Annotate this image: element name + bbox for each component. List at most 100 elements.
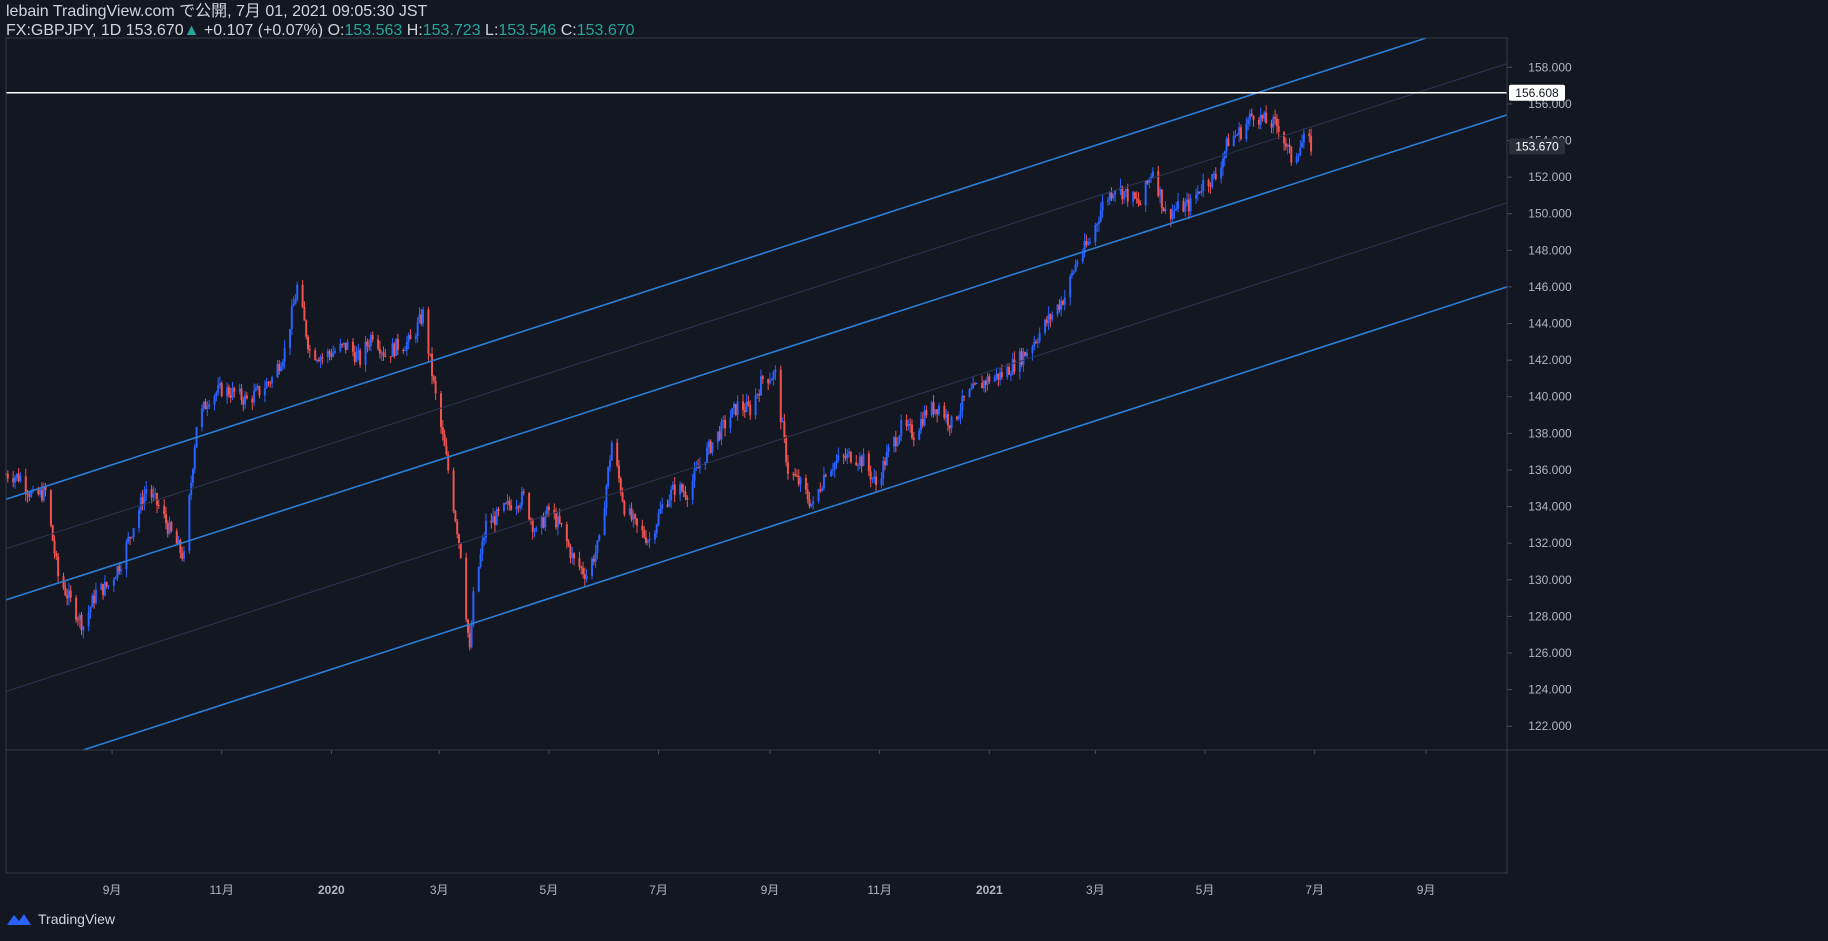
candle-body	[742, 401, 745, 410]
candle-body	[580, 566, 583, 568]
candle	[377, 335, 380, 351]
candle-body	[1225, 138, 1228, 152]
candle-body	[691, 480, 694, 500]
candle	[833, 461, 836, 478]
candle	[305, 319, 308, 340]
candle	[975, 382, 978, 385]
candle-body	[968, 389, 971, 398]
candle	[792, 471, 795, 481]
candle-body	[431, 354, 434, 377]
candle-body	[1074, 264, 1077, 272]
candle-body	[265, 382, 268, 389]
candle-body	[306, 336, 309, 350]
candle-body	[937, 405, 940, 415]
candle	[585, 569, 588, 583]
candle	[959, 403, 962, 425]
candle	[542, 512, 545, 529]
candle	[191, 467, 194, 487]
candle	[770, 377, 773, 381]
candle-body	[215, 392, 218, 397]
candle	[887, 443, 890, 458]
price-tick-label: 142.000	[1528, 353, 1572, 367]
candle-body	[963, 395, 966, 398]
candle-body	[844, 455, 847, 459]
candle-body	[553, 510, 556, 514]
candle-body	[772, 372, 775, 380]
time-tick-label: 3月	[1086, 883, 1105, 897]
candle	[344, 342, 347, 354]
candle-body	[357, 350, 360, 353]
candle-body	[628, 508, 631, 515]
candle	[118, 562, 121, 575]
candle	[154, 488, 157, 501]
candle-body	[975, 382, 978, 384]
candle	[1257, 116, 1260, 130]
candle-body	[166, 523, 169, 534]
candle-body	[711, 442, 714, 453]
symbol-interval[interactable]: FX:GBPJPY, 1D	[6, 22, 122, 39]
candle	[819, 482, 822, 494]
candle	[102, 583, 105, 600]
candle-body	[1058, 304, 1061, 310]
candle	[181, 546, 184, 562]
candle	[553, 503, 556, 520]
candle	[244, 391, 247, 409]
candle	[326, 348, 329, 364]
candle-body	[290, 306, 293, 330]
candle-body	[317, 359, 320, 362]
candle	[1250, 108, 1253, 117]
candle	[440, 390, 443, 434]
candle-body	[78, 614, 81, 621]
candle-body	[164, 514, 167, 524]
candle-body	[152, 493, 155, 498]
candle-body	[1196, 191, 1199, 195]
candle	[1302, 128, 1305, 149]
candle-body	[571, 553, 574, 558]
candle-body	[812, 501, 815, 504]
candle-body	[378, 348, 381, 354]
candle-body	[655, 524, 658, 534]
candle	[1036, 337, 1039, 348]
candle-body	[659, 508, 662, 514]
candle	[378, 340, 381, 359]
candle-body	[706, 447, 709, 463]
candle	[869, 465, 872, 488]
candle	[930, 400, 933, 418]
footer-brand[interactable]: TradingView	[6, 911, 115, 927]
candle-body	[93, 595, 96, 603]
candle-body	[1263, 112, 1266, 119]
candle	[1009, 371, 1012, 382]
candle	[754, 388, 757, 420]
candle	[389, 356, 392, 363]
candle-body	[804, 477, 807, 490]
candle-body	[918, 430, 921, 440]
time-tick-label: 9月	[103, 883, 122, 897]
candle-body	[226, 387, 229, 397]
candle	[1108, 190, 1111, 205]
candle	[231, 381, 234, 400]
candle-body	[1069, 275, 1072, 298]
price-tick-label: 132.000	[1528, 536, 1572, 550]
candle	[747, 395, 750, 407]
candle-body	[1187, 199, 1190, 212]
candle	[531, 518, 534, 540]
candle-body	[1270, 123, 1273, 128]
candle	[1060, 296, 1063, 317]
candle-body	[833, 463, 836, 470]
candle-body	[355, 352, 358, 362]
candle	[116, 565, 119, 581]
candle-body	[648, 539, 651, 541]
candle	[330, 348, 333, 361]
candle-body	[404, 350, 407, 352]
candle-body	[716, 431, 719, 443]
candle	[333, 347, 336, 355]
candle	[729, 409, 732, 434]
candle	[229, 387, 232, 403]
candle-body	[510, 505, 513, 510]
candle-body	[409, 334, 412, 340]
candle-body	[733, 403, 736, 408]
candle-body	[781, 421, 784, 423]
candle-body	[794, 474, 797, 476]
candle	[364, 335, 367, 372]
